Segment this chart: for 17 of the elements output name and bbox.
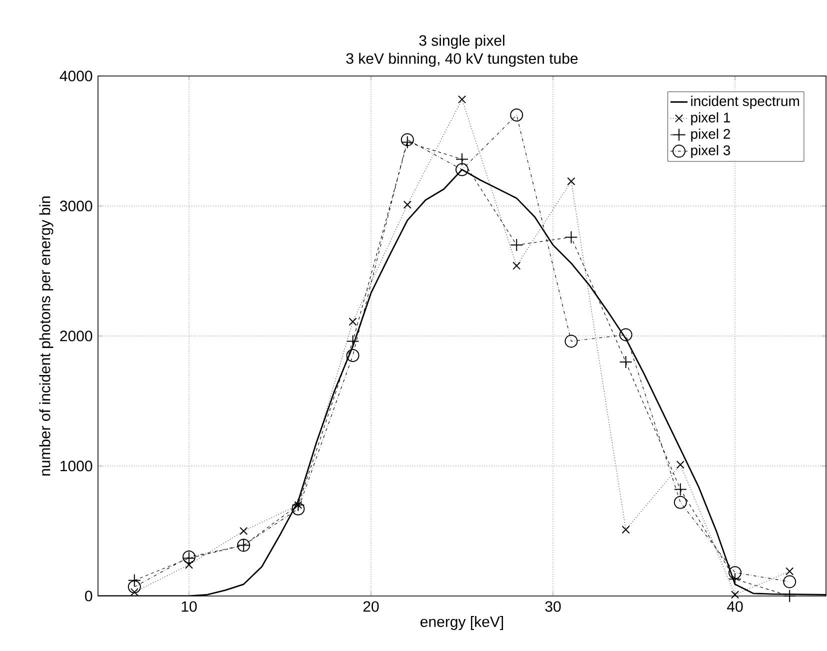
x-axis-title: energy [keV] bbox=[420, 616, 504, 630]
chart-subtitle: 3 keV binning, 40 kV tungsten tube bbox=[346, 52, 578, 67]
y-tick-label: 0 bbox=[85, 590, 92, 602]
y-tick-label: 2000 bbox=[60, 330, 92, 342]
chart-title: 3 single pixel bbox=[419, 34, 504, 49]
y-tick-label: 4000 bbox=[60, 70, 92, 82]
x-tick-label: 20 bbox=[363, 601, 379, 612]
x-tick-label: 30 bbox=[545, 601, 561, 612]
legend-label: pixel 2 bbox=[691, 128, 730, 142]
y-tick-label: 1000 bbox=[60, 460, 92, 472]
y-axis-title: number of incident photons per energy bin bbox=[39, 196, 54, 476]
legend-label: pixel 3 bbox=[691, 144, 730, 158]
y-tick-label: 3000 bbox=[60, 200, 92, 212]
legend-label: pixel 1 bbox=[691, 112, 730, 126]
x-tick-label: 40 bbox=[727, 601, 743, 612]
legend-label: incident spectrum bbox=[691, 96, 800, 109]
x-tick-label: 10 bbox=[182, 601, 197, 612]
